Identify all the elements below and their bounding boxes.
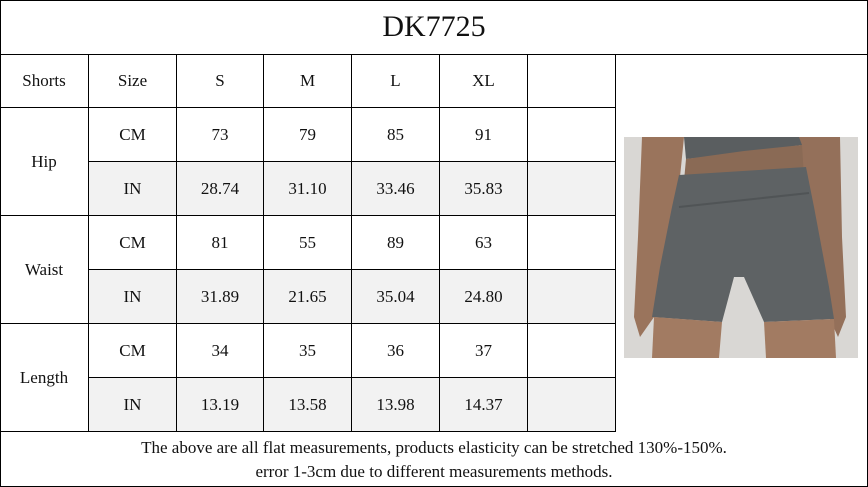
- product-code-title: DK7725: [0, 0, 868, 55]
- value-cell: 31.89: [177, 270, 264, 324]
- value-cell: 14.37: [440, 378, 528, 432]
- empty-cell: [528, 378, 616, 432]
- unit-cell: CM: [89, 216, 177, 270]
- product-photo: [624, 137, 858, 358]
- value-cell: 24.80: [440, 270, 528, 324]
- unit-cell: CM: [89, 108, 177, 162]
- value-cell: 85: [352, 108, 440, 162]
- header-cell: Shorts: [0, 54, 89, 108]
- header-cell: Size: [89, 54, 177, 108]
- value-cell: 35: [264, 324, 352, 378]
- value-cell: 63: [440, 216, 528, 270]
- value-cell: 13.19: [177, 378, 264, 432]
- value-cell: 35.83: [440, 162, 528, 216]
- value-cell: 73: [177, 108, 264, 162]
- value-cell: 55: [264, 216, 352, 270]
- value-cell: 13.58: [264, 378, 352, 432]
- value-cell: 21.65: [264, 270, 352, 324]
- value-cell: 79: [264, 108, 352, 162]
- value-cell: 35.04: [352, 270, 440, 324]
- value-cell: 91: [440, 108, 528, 162]
- header-cell: L: [352, 54, 440, 108]
- note-line-2: error 1-3cm due to different measurement…: [255, 461, 613, 481]
- value-cell: 36: [352, 324, 440, 378]
- header-cell: M: [264, 54, 352, 108]
- unit-cell: IN: [89, 378, 177, 432]
- unit-cell: IN: [89, 270, 177, 324]
- note-line-1: The above are all flat measurements, pro…: [141, 437, 727, 457]
- unit-cell: IN: [89, 162, 177, 216]
- measurement-note: The above are all flat measurements, pro…: [0, 432, 868, 487]
- value-cell: 33.46: [352, 162, 440, 216]
- header-cell: XL: [440, 54, 528, 108]
- value-cell: 34: [177, 324, 264, 378]
- empty-cell: [528, 270, 616, 324]
- header-cell: [528, 54, 616, 108]
- empty-cell: [528, 324, 616, 378]
- empty-cell: [528, 162, 616, 216]
- value-cell: 37: [440, 324, 528, 378]
- value-cell: 89: [352, 216, 440, 270]
- value-cell: 31.10: [264, 162, 352, 216]
- empty-cell: [528, 216, 616, 270]
- value-cell: 13.98: [352, 378, 440, 432]
- value-cell: 28.74: [177, 162, 264, 216]
- empty-cell: [528, 108, 616, 162]
- measurement-name: Hip: [0, 108, 89, 216]
- value-cell: 81: [177, 216, 264, 270]
- measurement-name: Waist: [0, 216, 89, 324]
- unit-cell: CM: [89, 324, 177, 378]
- header-cell: S: [177, 54, 264, 108]
- measurement-name: Length: [0, 324, 89, 432]
